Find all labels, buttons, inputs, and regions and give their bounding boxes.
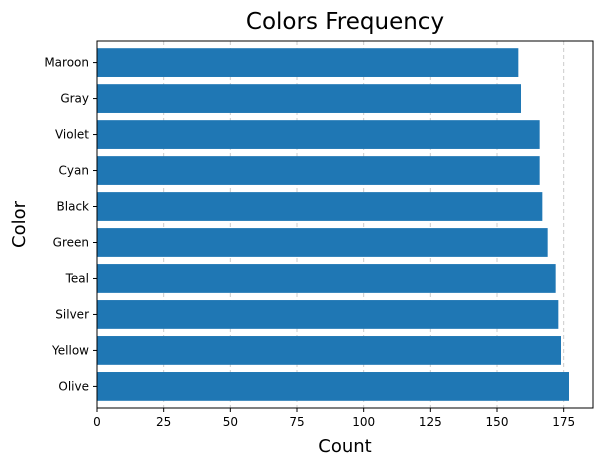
y-tick-label-black: Black — [57, 200, 90, 214]
plot-frame — [96, 40, 594, 409]
x-ticks: 0 25 50 75 100 125 150 175 — [93, 408, 575, 429]
x-tick-label: 50 — [223, 415, 238, 429]
bar-violet — [97, 120, 540, 149]
chart-title: Colors Frequency — [246, 9, 444, 35]
y-tick-label-green: Green — [53, 235, 89, 249]
y-tick-label-cyan: Cyan — [59, 164, 89, 178]
bar-yellow — [97, 336, 561, 365]
y-ticks: Olive Yellow Silver Teal Green Black Cyan Viole… — [44, 56, 97, 393]
x-axis-label: Count — [318, 436, 371, 457]
y-tick-label-gray: Gray — [60, 92, 89, 106]
bar-olive — [97, 372, 569, 401]
y-axis-label: Color — [9, 200, 30, 248]
y-tick-label-teal: Teal — [65, 271, 89, 285]
x-tick-label: 0 — [93, 415, 101, 429]
y-tick-label-violet: Violet — [55, 128, 89, 142]
y-tick-label-silver: Silver — [55, 307, 89, 321]
y-tick-label-maroon: Maroon — [44, 56, 89, 70]
x-tick-label: 150 — [486, 415, 509, 429]
x-tick-label: 125 — [419, 415, 442, 429]
bar-silver — [97, 300, 559, 329]
bar-teal — [97, 264, 556, 293]
x-tick-label: 25 — [156, 415, 171, 429]
bar-green — [97, 228, 548, 257]
bar-maroon — [97, 48, 519, 77]
x-tick-label: 175 — [552, 415, 575, 429]
y-tick-label-olive: Olive — [58, 379, 89, 393]
bar-gray — [97, 84, 521, 113]
y-tick-label-yellow: Yellow — [51, 343, 89, 357]
x-tick-label: 100 — [352, 415, 375, 429]
x-tick-label: 75 — [289, 415, 304, 429]
bars-layer — [97, 48, 569, 401]
bar-cyan — [97, 156, 540, 185]
bar-black — [97, 192, 543, 221]
